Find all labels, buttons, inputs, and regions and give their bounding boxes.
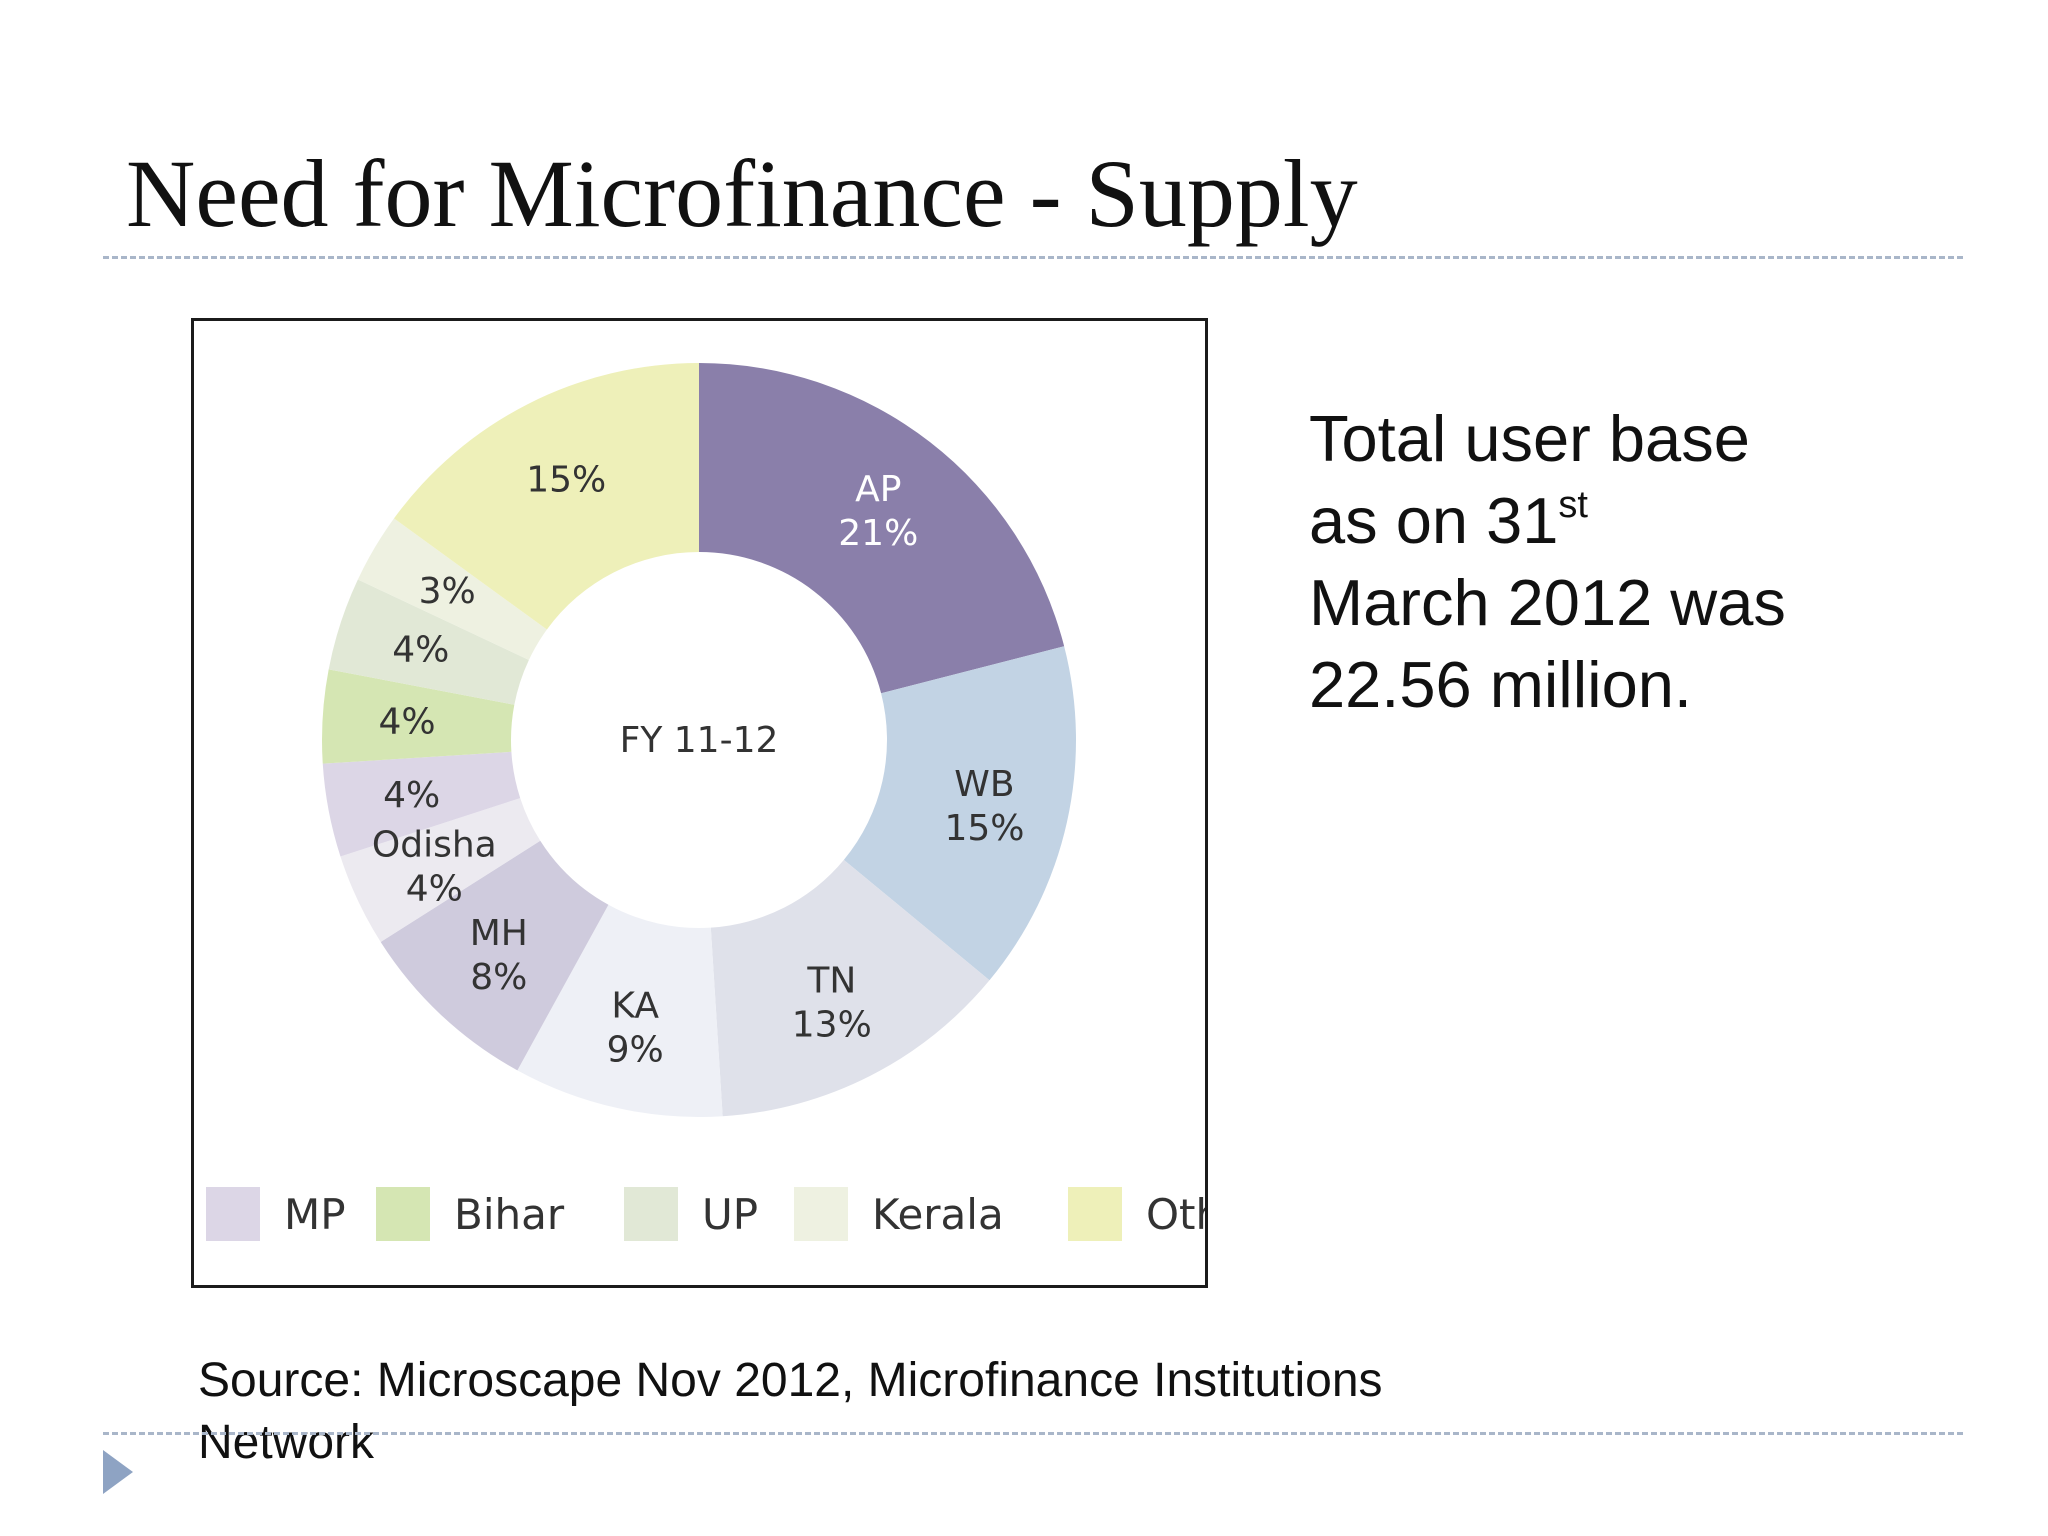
- slice-label: 15%: [526, 459, 606, 500]
- labels-layer: AP 21% WB 15% TN 13% KA 9% MH 8%Odisha 4% 4% 4% 4% 3% 1…: [372, 459, 1025, 1070]
- slice-label: TN 13%: [792, 961, 872, 1046]
- legend-label: UP: [702, 1190, 758, 1239]
- footer-divider: [103, 1432, 1963, 1435]
- legend-label: MP: [284, 1190, 346, 1239]
- donut-slice-mh: [380, 840, 609, 1071]
- legend-swatch: [376, 1187, 430, 1241]
- user-base-line-4: 22.56 million.: [1309, 648, 1692, 721]
- user-base-day: 31: [1486, 484, 1559, 557]
- user-base-line-2: as on 31st: [1309, 480, 1819, 562]
- slice-label: 4%: [392, 630, 449, 671]
- donut-slice-ka: [517, 904, 723, 1117]
- title-divider: [103, 256, 1963, 259]
- donut-slice-wb: [843, 646, 1076, 981]
- legend-label: Others: [1146, 1190, 1205, 1239]
- slice-label: KA 9%: [607, 985, 664, 1070]
- source-citation: Source: Microscape Nov 2012, Microfinanc…: [198, 1354, 1383, 1469]
- donut-chart: AP 21% WB 15% TN 13% KA 9% MH 8%Odisha 4% 4% 4% 4% 3% 1…: [206, 363, 1205, 1241]
- slice-label: 4%: [383, 775, 440, 816]
- donut-slice-ap: [699, 363, 1065, 694]
- slice-label: AP 21%: [838, 469, 918, 554]
- slice-label: WB 15%: [944, 764, 1024, 849]
- slice-label: MH 8%: [470, 913, 528, 998]
- donut-slice-segment-9: [357, 518, 547, 660]
- slice-label: Odisha 4%: [372, 825, 497, 910]
- chart-frame: AP 21% WB 15% TN 13% KA 9% MH 8% Odisha 4% 4% 4% 4% 3% 1…: [191, 318, 1208, 1288]
- user-base-line-3: March 2012 was: [1309, 566, 1786, 639]
- user-base-text: Total user base as on 31st March 2012 wa…: [1309, 398, 1819, 726]
- slice-label: 4%: [379, 702, 436, 743]
- user-base-word: Total: [1309, 402, 1447, 475]
- donut-slice-segment-7: [322, 669, 515, 764]
- slice-label: 3%: [419, 571, 476, 612]
- user-base-word: user: [1464, 402, 1591, 475]
- donut-slice-segment-10: [394, 363, 699, 630]
- legend-label: Bihar: [454, 1190, 565, 1239]
- slide-title: Need for Microfinance - Supply: [126, 140, 1358, 247]
- center-label: FY 11-12: [620, 720, 779, 761]
- donut-slice-odisha: [340, 798, 541, 943]
- ordinal-suffix: st: [1558, 484, 1588, 526]
- triangle-bullet-icon: [103, 1450, 133, 1494]
- legend: MP Bihar UP Kerala Others: [206, 1187, 1205, 1241]
- user-base-date: 31st: [1486, 484, 1588, 557]
- user-base-word: base: [1608, 402, 1750, 475]
- legend-swatch: [206, 1187, 260, 1241]
- user-base-line-1: Total user base: [1309, 398, 1819, 480]
- donut-slice-segment-8: [328, 579, 529, 705]
- slices-layer: [322, 363, 1076, 1117]
- legend-swatch: [1068, 1187, 1122, 1241]
- donut-slice-tn: [710, 859, 990, 1117]
- donut-slice-segment-6: [322, 751, 521, 857]
- user-base-word: on: [1395, 484, 1469, 557]
- legend-swatch: [794, 1187, 848, 1241]
- legend-label: Kerala: [872, 1190, 1004, 1239]
- legend-swatch: [624, 1187, 678, 1241]
- user-base-word: as: [1309, 484, 1378, 557]
